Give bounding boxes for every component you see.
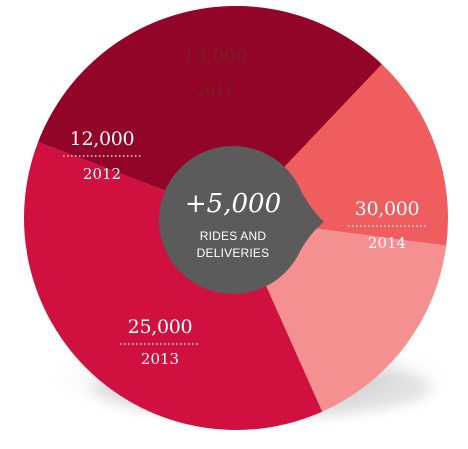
value-label-2011: 13,000	[183, 45, 248, 67]
center-circle	[158, 146, 324, 294]
pie-slice-2014	[24, 142, 323, 430]
center-badge: +5,000 RIDES AND DELIVERIES	[158, 146, 324, 294]
pie-slices	[24, 6, 449, 430]
pie-slice-2013	[38, 6, 382, 218]
center-subtitle-line-1: RIDES AND	[200, 229, 267, 243]
year-label-2012: 2012	[83, 165, 121, 183]
value-label-2014: 30,000	[355, 198, 420, 220]
value-label-2013: 25,000	[128, 316, 193, 338]
center-headline: +5,000	[185, 189, 281, 219]
value-dividers	[63, 72, 426, 345]
center-subtitle-line-2: DELIVERIES	[197, 246, 270, 260]
year-label-2013: 2013	[141, 350, 179, 368]
year-label-2011: 2011	[196, 82, 234, 100]
year-label-2014: 2014	[368, 234, 406, 252]
value-label-2012: 12,000	[70, 128, 135, 150]
